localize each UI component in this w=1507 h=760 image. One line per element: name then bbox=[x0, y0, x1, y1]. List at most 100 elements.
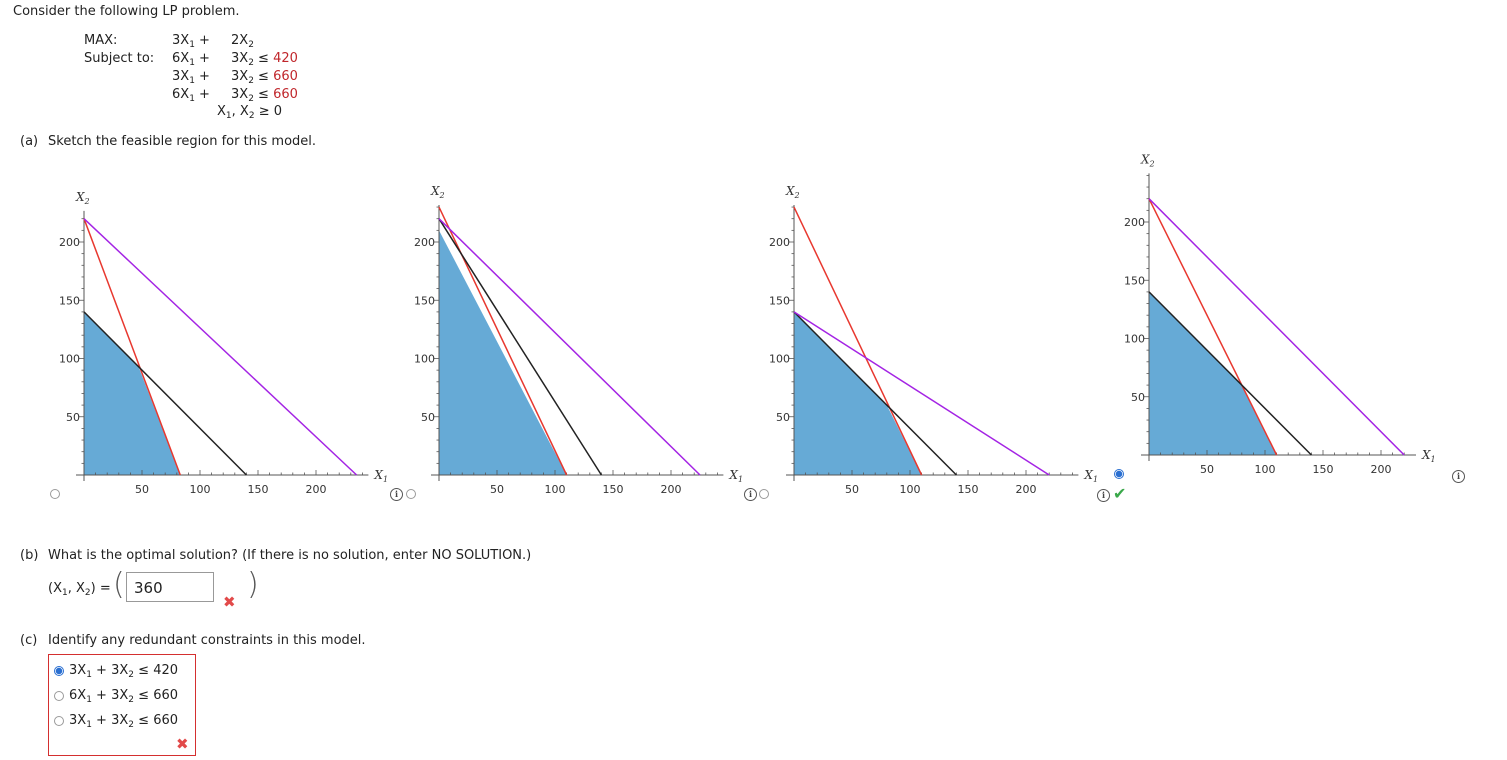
x-axis-label-sub: 1 bbox=[383, 475, 388, 484]
redundant-option-3-label[interactable]: 3X1 + 3X2 ≤ 660 bbox=[69, 713, 179, 730]
graph-2-info-icon[interactable]: i bbox=[744, 488, 757, 501]
y-tick-label: 100 bbox=[414, 353, 435, 366]
part-a-question: Sketch the feasible region for this mode… bbox=[48, 134, 317, 149]
y-tick-label: 100 bbox=[769, 353, 790, 366]
y-tick-label: 200 bbox=[1124, 216, 1145, 229]
feasible-region bbox=[794, 311, 922, 475]
feasible-region bbox=[84, 311, 181, 475]
constraint-2-term-1: 3X1 + bbox=[172, 69, 210, 86]
y-tick-label: 200 bbox=[59, 236, 80, 249]
y-tick-label: 50 bbox=[66, 411, 80, 424]
y-tick-label: 50 bbox=[776, 411, 790, 424]
x-tick-label: 100 bbox=[190, 483, 211, 496]
x-tick-label: 150 bbox=[248, 483, 269, 496]
graph-1-info-icon[interactable]: i bbox=[390, 488, 403, 501]
black-constraint-line bbox=[1148, 291, 1312, 456]
y-tick-label: 100 bbox=[1124, 333, 1145, 346]
redundant-option-1-label[interactable]: 3X1 + 3X2 ≤ 420 bbox=[69, 663, 179, 680]
part-b-question: What is the optimal solution? (If there … bbox=[48, 548, 532, 563]
redundant-options-group bbox=[48, 654, 196, 756]
max-label: MAX: bbox=[84, 33, 118, 48]
graph-option-3-radio[interactable] bbox=[759, 489, 769, 499]
y-tick-label: 150 bbox=[1124, 274, 1145, 287]
y-axis-label: X2 bbox=[785, 184, 800, 200]
close-paren: ) bbox=[247, 567, 259, 602]
incorrect-x-icon: ✖ bbox=[223, 593, 236, 611]
objective-term-2: 2X2 bbox=[231, 33, 254, 50]
problem-intro: Consider the following LP problem. bbox=[13, 4, 240, 19]
purple-constraint-line bbox=[1148, 198, 1405, 456]
y-axis-label-sub: 2 bbox=[439, 191, 445, 200]
x-tick-label: 50 bbox=[490, 483, 504, 496]
purple-constraint-line bbox=[438, 218, 701, 476]
red-constraint-line bbox=[1148, 198, 1278, 456]
correct-check-icon: ✔ bbox=[1113, 484, 1127, 503]
y-axis-label-sub: 2 bbox=[794, 191, 800, 200]
graph-3-info-icon[interactable]: i bbox=[1097, 489, 1110, 502]
redundant-option-3-radio[interactable] bbox=[54, 716, 64, 726]
x-tick-label: 50 bbox=[1200, 463, 1214, 476]
graph-option-2-radio[interactable] bbox=[406, 489, 416, 499]
x-tick-label: 150 bbox=[1313, 463, 1334, 476]
redundant-option-1-radio[interactable] bbox=[54, 666, 64, 676]
constraint-1-term-1: 6X1 + bbox=[172, 51, 210, 68]
redundant-option-2-label[interactable]: 6X1 + 3X2 ≤ 660 bbox=[69, 688, 179, 705]
x-tick-label: 200 bbox=[661, 483, 682, 496]
x-tick-label: 150 bbox=[603, 483, 624, 496]
optimal-solution-input[interactable]: 360 bbox=[126, 572, 214, 602]
x-axis-label-sub: 1 bbox=[1431, 455, 1436, 464]
y-tick-label: 50 bbox=[1131, 391, 1145, 404]
graph-option-4: 50 100 150 200 50 100 150 200 X1 X2 bbox=[1124, 152, 1436, 476]
x-tick-label: 100 bbox=[1255, 463, 1276, 476]
x-tick-label: 200 bbox=[306, 483, 327, 496]
x-tick-label: 200 bbox=[1016, 483, 1037, 496]
x-tick-label: 100 bbox=[900, 483, 921, 496]
red-constraint-line bbox=[793, 206, 923, 476]
x-axis-label-sub: 1 bbox=[738, 475, 743, 484]
graph-option-4-radio[interactable] bbox=[1114, 469, 1124, 479]
constraint-3-term-2: 3X2 ≤ 660 bbox=[231, 87, 298, 104]
y-axis-label-sub: 2 bbox=[84, 197, 90, 206]
constraint-2-term-2: 3X2 ≤ 660 bbox=[231, 69, 298, 86]
constraint-1-term-2: 3X2 ≤ 420 bbox=[231, 51, 298, 68]
part-c-question: Identify any redundant constraints in th… bbox=[48, 633, 366, 648]
part-a-label: (a) bbox=[20, 134, 39, 149]
redundant-option-2-radio[interactable] bbox=[54, 691, 64, 701]
black-constraint-line bbox=[83, 311, 247, 476]
x-tick-label: 200 bbox=[1371, 463, 1392, 476]
feasible-region bbox=[439, 230, 567, 475]
y-axis-label: X2 bbox=[430, 184, 445, 200]
y-tick-label: 150 bbox=[59, 294, 80, 307]
black-constraint-line bbox=[438, 218, 603, 476]
x-axis-label: X1 bbox=[1421, 448, 1436, 464]
y-axis-label: X2 bbox=[75, 190, 90, 206]
purple-constraint-line bbox=[83, 218, 358, 476]
x-axis-label-sub: 1 bbox=[1093, 475, 1098, 484]
graph-option-1-radio[interactable] bbox=[50, 489, 60, 499]
redundant-incorrect-x-icon: ✖ bbox=[176, 735, 189, 753]
subject-to-label: Subject to: bbox=[84, 51, 155, 66]
part-c-label: (c) bbox=[20, 633, 38, 648]
y-tick-label: 150 bbox=[769, 294, 790, 307]
open-paren: ( bbox=[113, 567, 125, 602]
red-constraint-line bbox=[83, 218, 181, 476]
y-tick-label: 200 bbox=[769, 236, 790, 249]
solution-label: (X1, X2) = bbox=[48, 581, 111, 598]
graph-4-info-icon[interactable]: i bbox=[1452, 470, 1465, 483]
y-tick-label: 100 bbox=[59, 353, 80, 366]
y-tick-label: 200 bbox=[414, 236, 435, 249]
feasible-region bbox=[1149, 291, 1277, 455]
purple-constraint-line bbox=[793, 311, 1050, 476]
y-axis-label: X2 bbox=[1140, 152, 1155, 168]
x-tick-label: 100 bbox=[545, 483, 566, 496]
constraint-3-term-1: 6X1 + bbox=[172, 87, 210, 104]
y-axis-label-sub: 2 bbox=[1149, 159, 1155, 168]
nonnegativity-constraint: X1, X2 ≥ 0 bbox=[217, 104, 282, 121]
x-tick-label: 50 bbox=[845, 483, 859, 496]
y-tick-label: 50 bbox=[421, 411, 435, 424]
x-tick-label: 50 bbox=[135, 483, 149, 496]
objective-term-1: 3X1 + bbox=[172, 33, 210, 50]
